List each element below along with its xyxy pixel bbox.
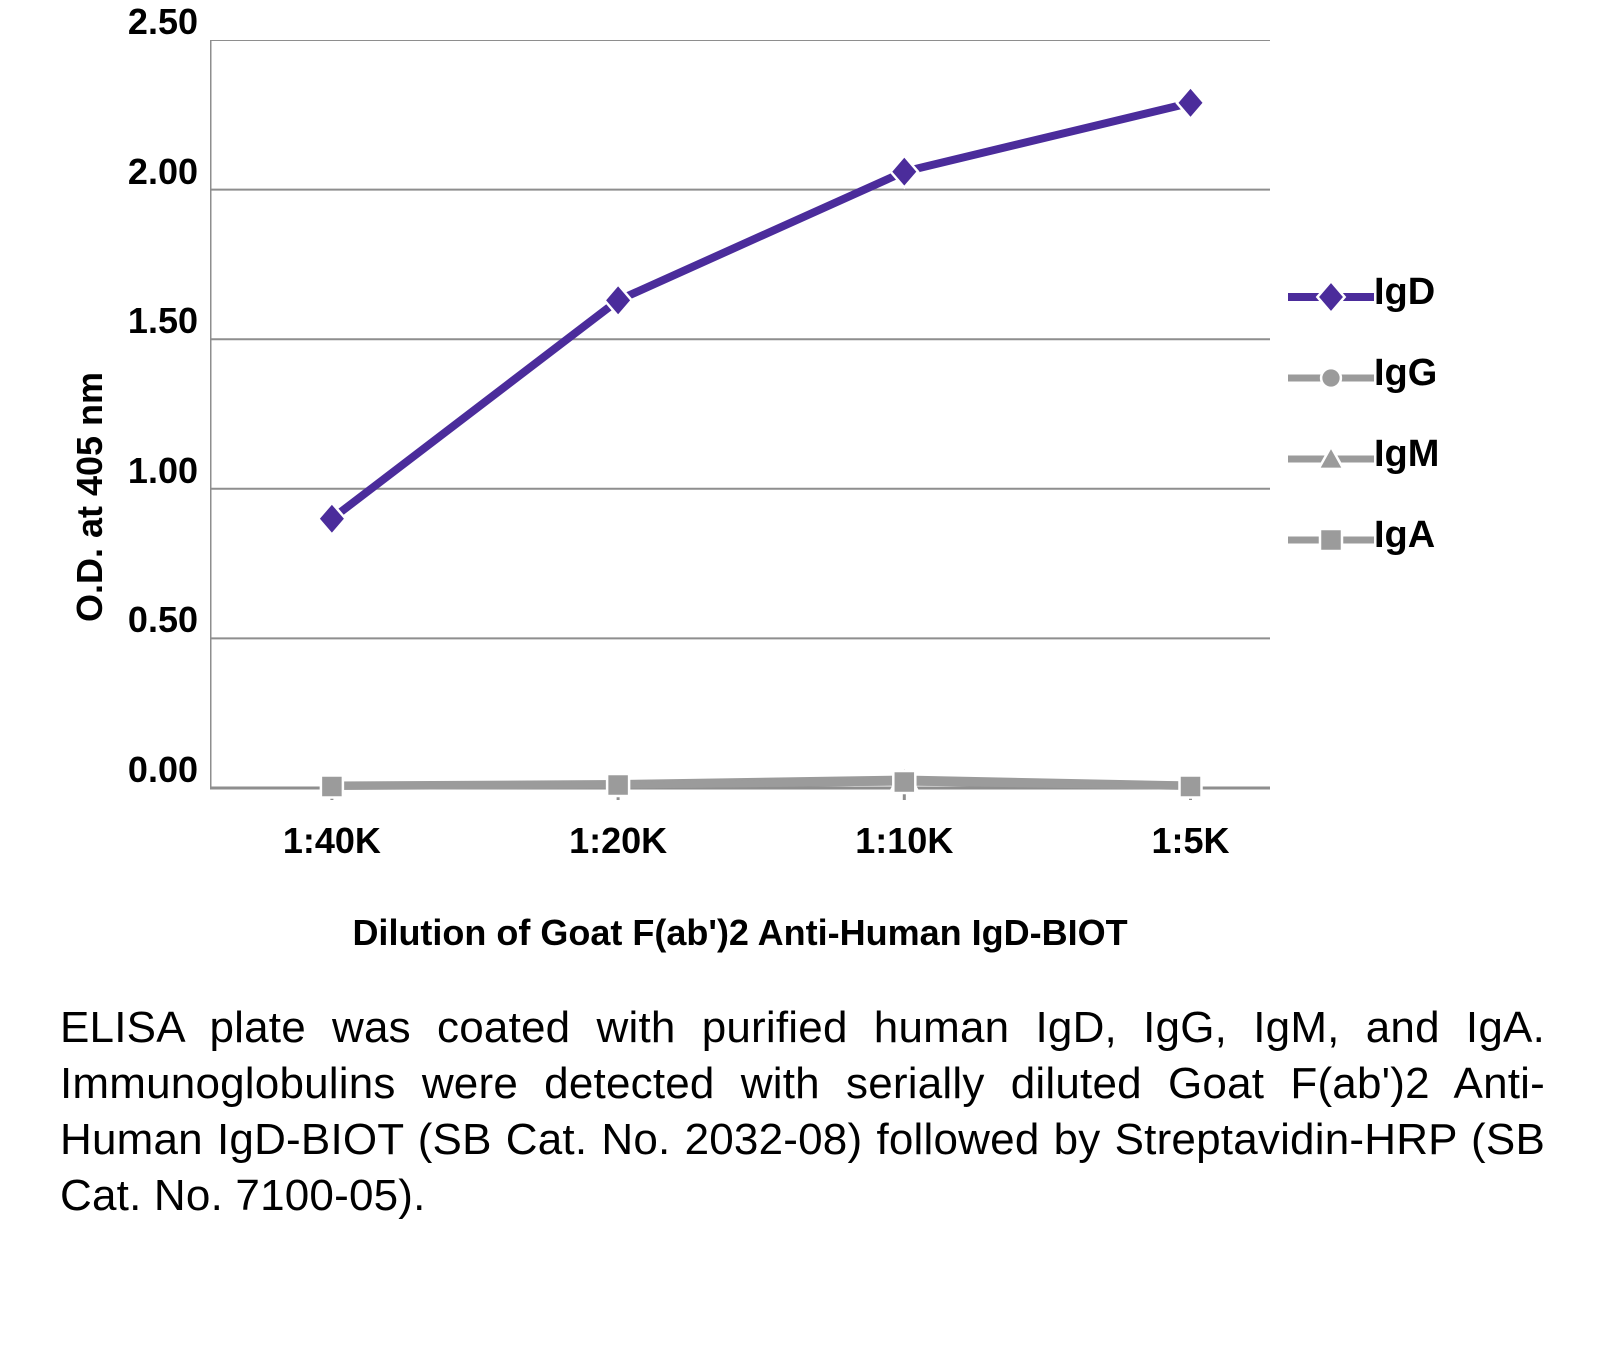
page-root: O.D. at 405 nm 0.000.501.001.502.002.50 … — [0, 0, 1605, 1365]
legend: IgD IgG IgM IgA — [1288, 40, 1439, 788]
figure-caption: ELISA plate was coated with purified hum… — [60, 1000, 1545, 1224]
chart-column: 0.000.501.001.502.002.50 IgD IgG IgM IgA 1:… — [120, 40, 1439, 954]
x-tick-label: 1:40K — [262, 820, 402, 862]
legend-swatch — [1288, 522, 1374, 550]
series-IgA — [321, 771, 1202, 797]
chart-container: O.D. at 405 nm 0.000.501.001.502.002.50 … — [60, 40, 1545, 954]
legend-swatch — [1288, 441, 1374, 469]
series-IgD — [318, 87, 1204, 535]
legend-label: IgG — [1374, 352, 1437, 395]
y-tick-labels: 0.000.501.001.502.002.50 — [120, 40, 210, 788]
legend-swatch — [1288, 360, 1374, 388]
x-tick-label: 1:20K — [548, 820, 688, 862]
legend-item-IgD: IgD — [1288, 271, 1439, 314]
legend-item-IgM: IgM — [1288, 433, 1439, 476]
plot-row: 0.000.501.001.502.002.50 IgD IgG IgM IgA — [120, 40, 1439, 808]
legend-swatch — [1288, 279, 1374, 307]
legend-item-IgG: IgG — [1288, 352, 1439, 395]
legend-label: IgA — [1374, 514, 1435, 557]
x-tick-labels: 1:40K 1:20K 1:10K 1:5K — [210, 820, 1270, 870]
x-tick-label: 1:5K — [1121, 820, 1261, 862]
x-tick-label: 1:10K — [834, 820, 974, 862]
legend-item-IgA: IgA — [1288, 514, 1439, 557]
y-axis-label-cell: O.D. at 405 nm — [60, 476, 120, 518]
y-axis-label: O.D. at 405 nm — [69, 372, 111, 622]
legend-label: IgD — [1374, 271, 1435, 314]
line-chart-plot — [210, 40, 1270, 808]
legend-label: IgM — [1374, 433, 1439, 476]
x-axis-label: Dilution of Goat F(ab')2 Anti-Human IgD-… — [210, 912, 1270, 954]
